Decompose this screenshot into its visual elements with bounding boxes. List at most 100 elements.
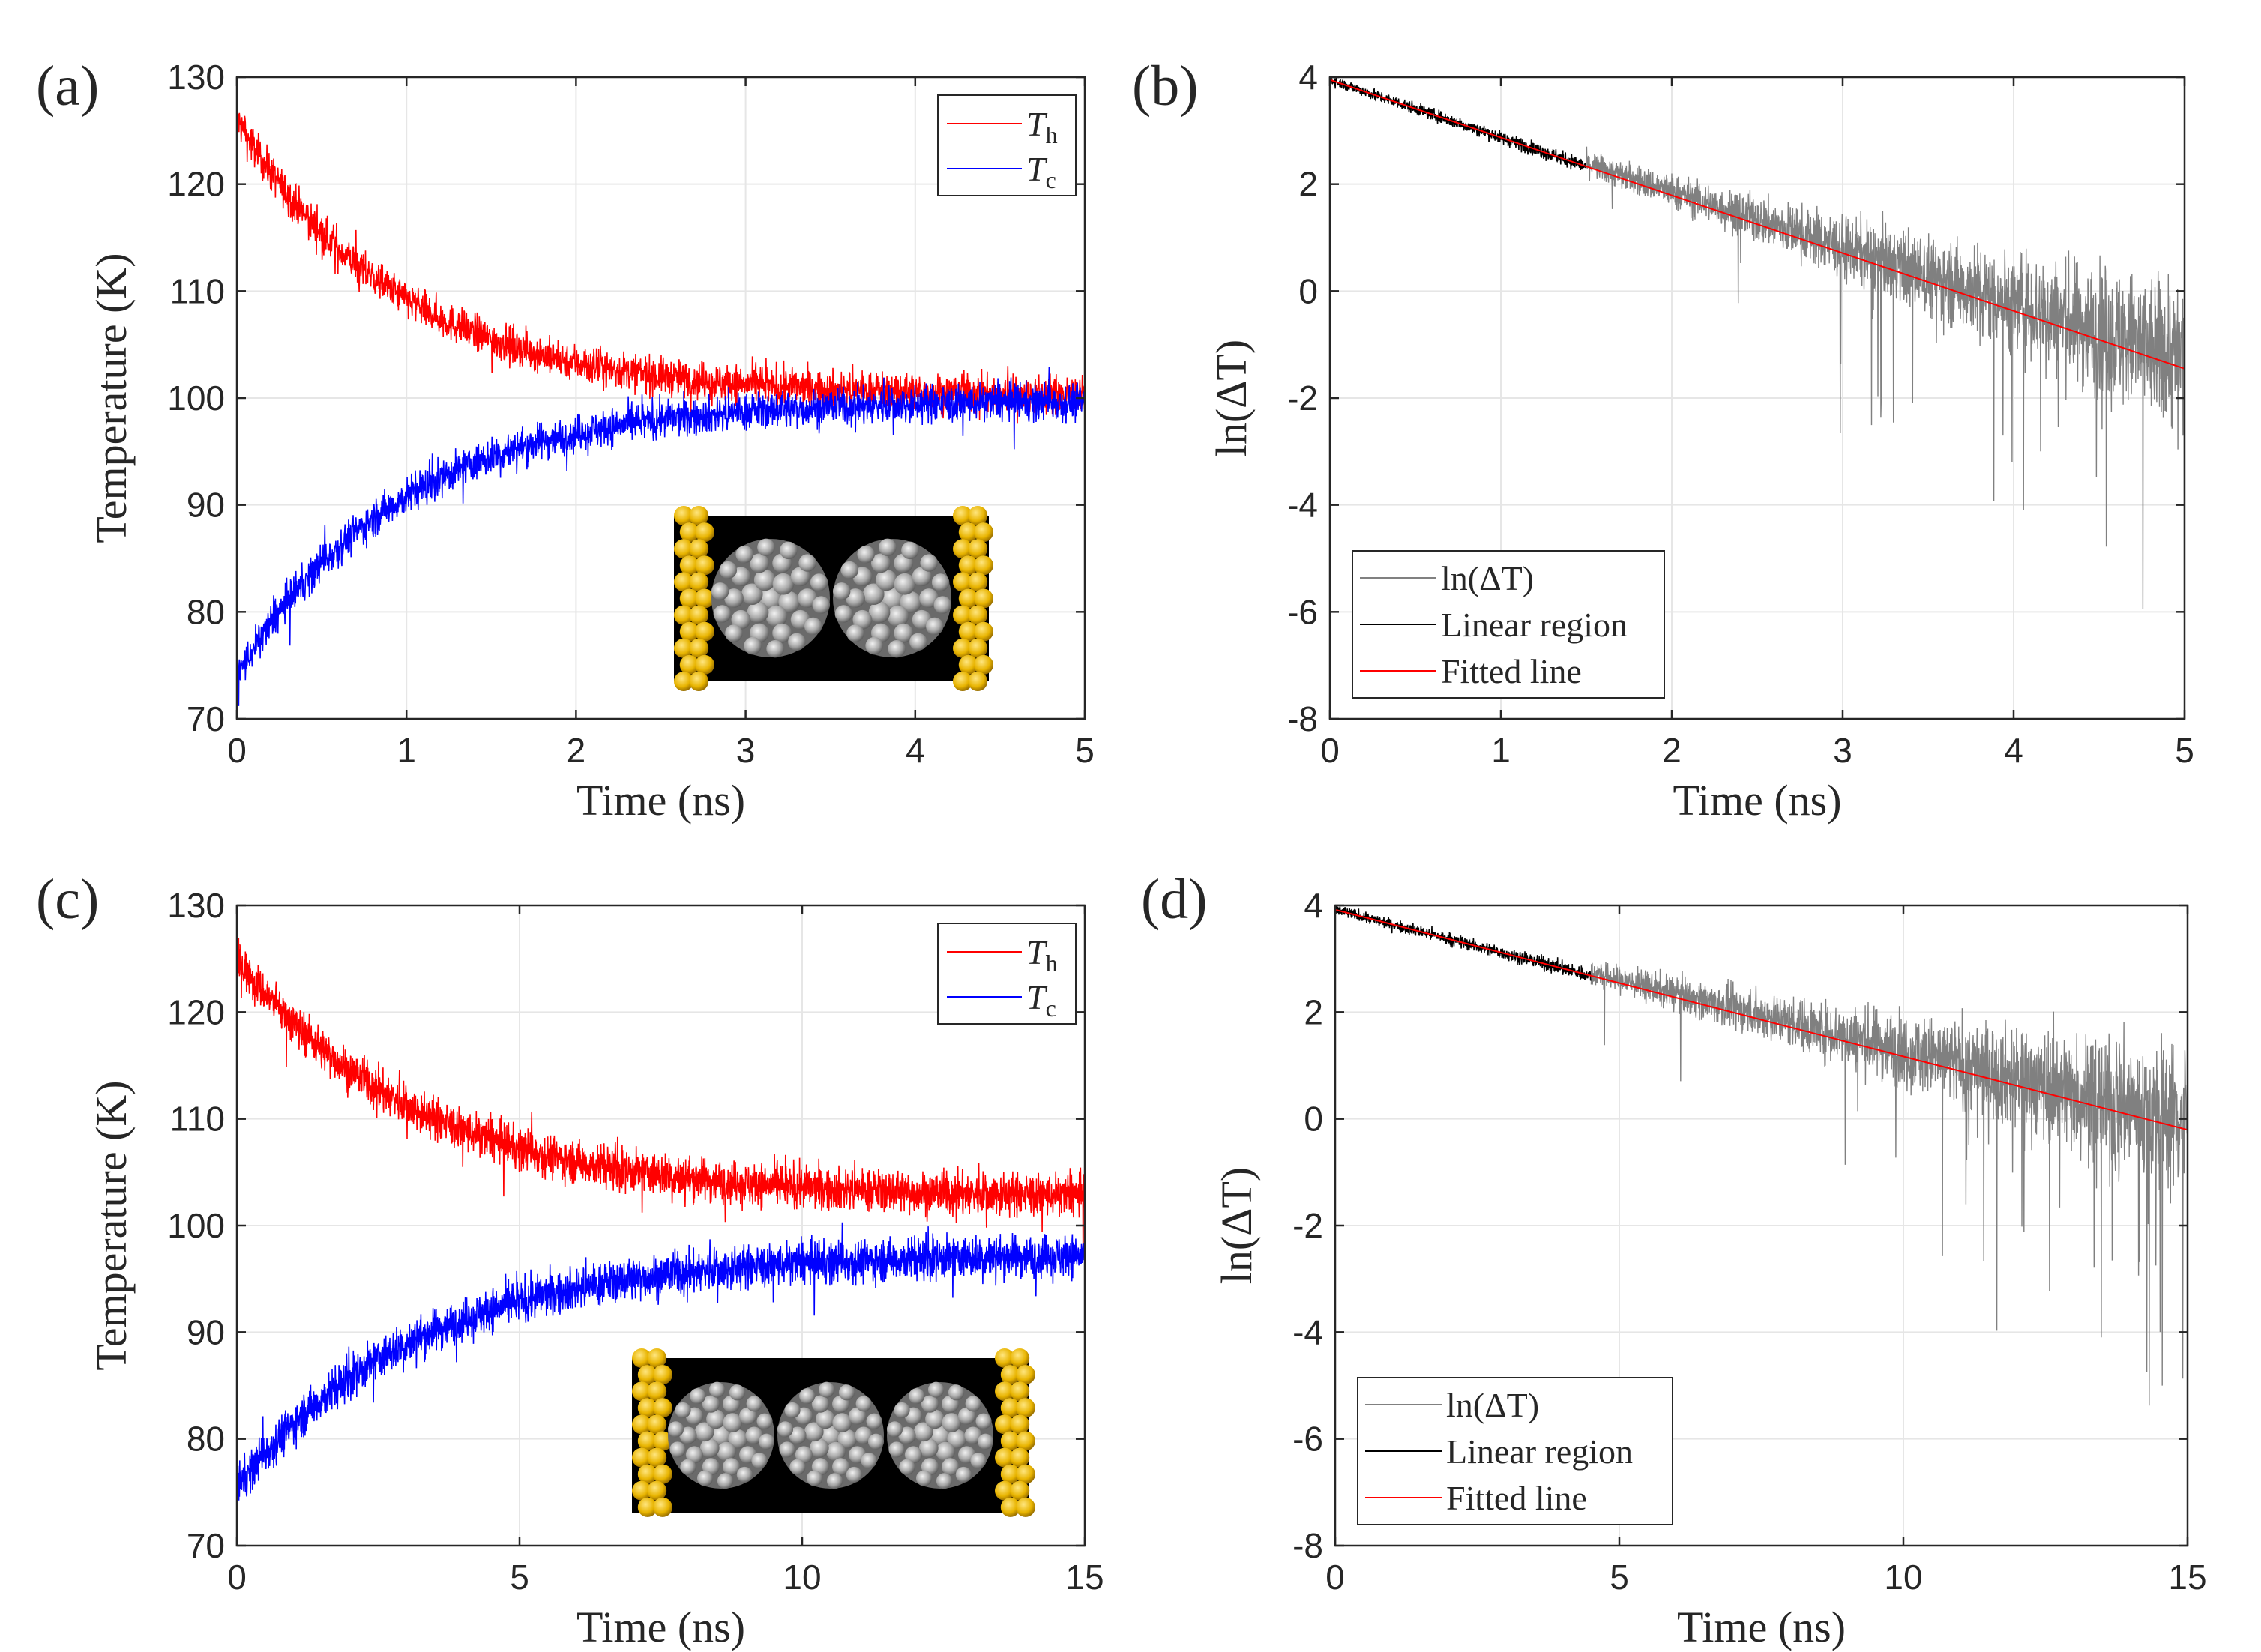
gold-atom (637, 1431, 657, 1451)
legend-label: Tc (1026, 978, 1056, 1022)
carbon-atom (772, 573, 795, 595)
y-axis-label: ln(ΔT) (1207, 340, 1256, 456)
gold-atom (973, 555, 993, 576)
carbon-atom (799, 1388, 816, 1405)
carbon-atom (931, 573, 950, 591)
series-T-h (237, 110, 1085, 424)
carbon-atom (697, 1470, 714, 1486)
y-tick-label: 130 (167, 58, 225, 97)
carbon-atom (852, 609, 873, 630)
carbon-atom (840, 561, 859, 579)
fullerene-molecule (777, 1381, 885, 1489)
y-tick-label: -8 (1287, 699, 1318, 738)
carbon-atom (894, 573, 916, 595)
gold-atom (953, 672, 972, 691)
x-tick-label: 2 (1662, 731, 1682, 770)
panel-label: (a) (36, 55, 99, 118)
y-tick-label: -2 (1292, 1206, 1323, 1245)
carbon-atom (832, 1458, 850, 1476)
carbon-atom (788, 633, 806, 651)
gold-atom (652, 1431, 672, 1451)
gold-atom (652, 1464, 672, 1484)
carbon-atom (888, 639, 906, 658)
fullerene-molecule (711, 538, 831, 658)
y-axis-label: ln(ΔT) (1212, 1167, 1261, 1284)
carbon-atom (837, 1429, 858, 1449)
carbon-atom (916, 1470, 933, 1486)
x-tick-label: 4 (2004, 731, 2023, 770)
carbon-atom (798, 588, 817, 608)
carbon-atom (679, 1426, 697, 1444)
gold-atom (968, 539, 988, 559)
carbon-atom (690, 1388, 706, 1405)
gold-atom (973, 588, 993, 609)
carbon-atom (735, 545, 753, 564)
gold-atom (694, 621, 714, 642)
gold-atom (1010, 1480, 1030, 1501)
x-tick-label: 0 (227, 731, 247, 770)
carbon-atom (784, 1402, 801, 1418)
fullerene-molecule (667, 1381, 775, 1489)
gold-atom (1000, 1431, 1020, 1451)
legend-box (937, 94, 1077, 196)
legend-label: Linear region (1446, 1432, 1633, 1471)
carbon-atom (804, 617, 822, 636)
gold-atom (953, 638, 972, 658)
gold-atom (694, 654, 714, 675)
y-tick-label: -6 (1292, 1420, 1323, 1459)
carbon-atom (746, 1396, 762, 1412)
carbon-atom (789, 1459, 806, 1475)
carbon-atom (736, 1466, 753, 1483)
carbon-atom (913, 1422, 933, 1442)
carbon-atom (933, 596, 952, 614)
legend-subscript: c (1046, 166, 1056, 193)
carbon-atom (866, 1413, 882, 1429)
carbon-atom (675, 1402, 691, 1418)
carbon-atom (955, 1466, 972, 1483)
carbon-atom (745, 1426, 763, 1444)
carbon-atom (947, 1429, 967, 1449)
carbon-atom (750, 553, 769, 573)
carbon-atom (753, 569, 776, 591)
carbon-atom (846, 624, 864, 642)
carbon-atom (758, 1433, 775, 1450)
carbon-atom (868, 601, 891, 624)
gold-atom (995, 1414, 1014, 1435)
gold-atom (679, 654, 699, 675)
carbon-atom (832, 1413, 852, 1432)
x-tick-label: 5 (1610, 1558, 1629, 1597)
legend-box (937, 923, 1077, 1025)
carbon-atom (927, 1381, 945, 1398)
carbon-atom (909, 1388, 925, 1405)
series-ln-delta-T (1586, 146, 2185, 618)
series-group (1330, 77, 2185, 618)
gold-atom (679, 522, 699, 543)
series-T-h (237, 938, 1085, 1249)
carbon-atom (778, 591, 801, 613)
x-tick-label: 15 (1065, 1558, 1104, 1597)
carbon-atom (699, 1438, 720, 1458)
x-axis-label: Time (ns) (576, 776, 745, 825)
carbon-atom (706, 1409, 726, 1429)
y-tick-label: 130 (167, 886, 225, 925)
carbon-atom (807, 1470, 823, 1486)
gold-atom (632, 1447, 651, 1468)
fullerene-molecule (886, 1381, 994, 1489)
carbon-atom (708, 1381, 726, 1398)
carbon-atom (777, 1421, 794, 1438)
carbon-atom (772, 623, 792, 643)
carbon-atom (918, 1438, 939, 1458)
legend-symbol: T (1026, 105, 1048, 143)
gold-atom (674, 572, 693, 592)
series-T-c (237, 1222, 1085, 1501)
carbon-atom (744, 636, 762, 655)
y-tick-label: 110 (170, 271, 225, 310)
carbon-atom (899, 1459, 915, 1475)
gold-atom (689, 572, 709, 592)
legend-label: Tc (1026, 150, 1056, 193)
carbon-atom (936, 1441, 955, 1462)
gold-atom (632, 1348, 651, 1368)
carbon-atom (702, 1395, 720, 1413)
y-tick-label: 120 (167, 992, 225, 1031)
